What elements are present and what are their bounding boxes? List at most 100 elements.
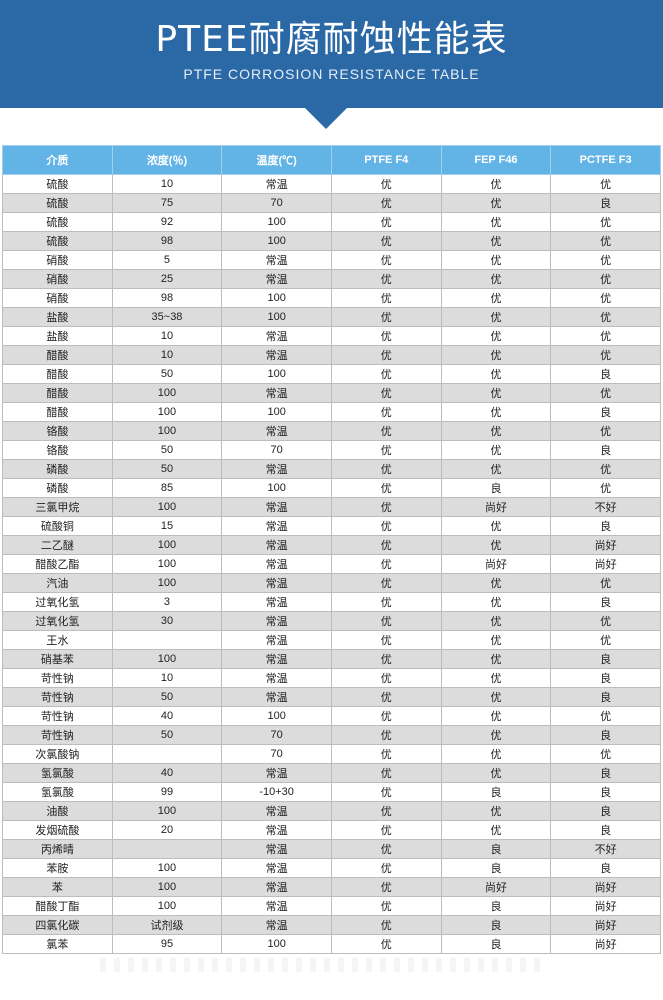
table-cell: 四氯化碳 [2,915,113,935]
table-row: 硫酸 75 70 优优良 [2,193,661,213]
table-cell: 常温 [221,915,332,935]
table-cell: 优 [330,630,442,650]
table-cell: 92 [111,212,223,232]
table-cell: 良 [550,782,661,802]
table-cell: 盐酸 [2,326,113,346]
table-cell: 100 [111,421,223,441]
table-cell: 优 [440,763,552,783]
table-cell: 优 [330,478,442,498]
table-cell: 试剂级 [111,915,223,935]
table-cell: 良 [550,193,661,213]
table-row: 铬酸 100 常温优优优 [2,421,661,441]
table-cell: 优 [330,307,442,327]
table-cell: 常温 [221,421,332,441]
table-cell: 苛性钠 [2,706,113,726]
table-row: 苛性钠 50 70 优优良 [2,725,661,745]
table-cell: 优 [440,193,552,213]
table-cell: 100 [111,554,223,574]
table-cell: 优 [550,288,661,308]
table-cell: 100 [111,858,223,878]
table-cell: 铬酸 [2,440,113,460]
table-cell: 100 [111,896,223,916]
table-cell: 常温 [221,611,332,631]
table-cell: 硝基苯 [2,649,113,669]
table-cell: 优 [330,763,442,783]
table-cell: 优 [440,402,552,422]
table-cell: 15 [111,516,223,536]
table-cell: 优 [330,611,442,631]
table-cell: 醋酸 [2,345,113,365]
table-cell: 苯胺 [2,858,113,878]
table-cell: 优 [440,440,552,460]
table-cell: 优 [330,231,442,251]
table-row: 苯 100 常温优尚好 尚好 [2,877,661,897]
table-cell: 硫酸 [2,174,113,194]
table-cell: 50 [111,687,223,707]
table-cell: 发烟硫酸 [2,820,113,840]
table-cell: 磷酸 [2,478,113,498]
table-cell: 优 [330,535,442,555]
table-cell: 优 [330,269,442,289]
table-cell: 常温 [221,554,332,574]
table-cell: 优 [330,896,442,916]
table-cell: 良 [550,858,661,878]
table-cell: 50 [111,459,223,479]
table-cell: 优 [440,516,552,536]
table-cell: 优 [330,915,442,935]
table-cell: 常温 [221,345,332,365]
table-cell: 王水 [2,630,113,650]
table-cell: 优 [440,573,552,593]
table-row: 醋酸乙酯 100 常温优尚好 尚好 [2,554,661,574]
table-cell: 醋酸 [2,364,113,384]
column-header: FEP F46 [440,145,552,175]
table-cell: 75 [111,193,223,213]
table-cell: 优 [440,706,552,726]
table-cell: 98 [111,231,223,251]
table-cell: 优 [330,383,442,403]
column-header: PCTFE F3 [550,145,661,175]
table-cell: 尚好 [550,877,661,897]
table-cell: 硫酸铜 [2,516,113,536]
table-cell: 盐酸 [2,307,113,327]
table-cell: 不好 [550,497,661,517]
table-cell: 常温 [221,326,332,346]
table-cell: 汽油 [2,573,113,593]
table-cell: 过氧化氢 [2,592,113,612]
table-cell: 优 [440,421,552,441]
table-cell: 铬酸 [2,421,113,441]
table-cell: 常温 [221,649,332,669]
table-cell: 100 [111,649,223,669]
table-header-row: 介质 浓度(％) 温度(℃) PTFE F4 FEP F46 PCTFE F3 [2,145,661,175]
table-cell: 常温 [221,763,332,783]
table-cell: 常温 [221,896,332,916]
table-row: 硝基苯 100 常温优优良 [2,649,661,669]
table-cell: 优 [440,307,552,327]
page-subtitle: PTFE CORROSION RESISTANCE TABLE [183,66,480,82]
table-cell: 优 [330,725,442,745]
table-cell: 优 [550,421,661,441]
table-cell: 优 [330,326,442,346]
table-cell: 优 [330,592,442,612]
table-cell: 70 [221,725,332,745]
table-cell: 优 [440,364,552,384]
table-cell: 100 [221,364,332,384]
table-cell: 85 [111,478,223,498]
table-cell: 醋酸 [2,402,113,422]
table-cell: 优 [440,459,552,479]
table-cell: 100 [111,402,223,422]
column-header: 介质 [2,145,113,175]
table-cell: 100 [221,212,332,232]
table-row: 硝酸 98 100 优优优 [2,288,661,308]
table-cell: 40 [111,763,223,783]
table-cell: 优 [330,421,442,441]
table-row: 硝酸 5 常温优优优 [2,250,661,270]
table-cell: 优 [440,649,552,669]
table-cell: 100 [221,402,332,422]
table-cell: 良 [550,687,661,707]
table-cell: 硫酸 [2,193,113,213]
table-cell: 苛性钠 [2,668,113,688]
table-cell: 良 [550,801,661,821]
table-cell: 优 [330,877,442,897]
table-cell: 优 [550,231,661,251]
table-row: 苛性钠 10 常温优优良 [2,668,661,688]
